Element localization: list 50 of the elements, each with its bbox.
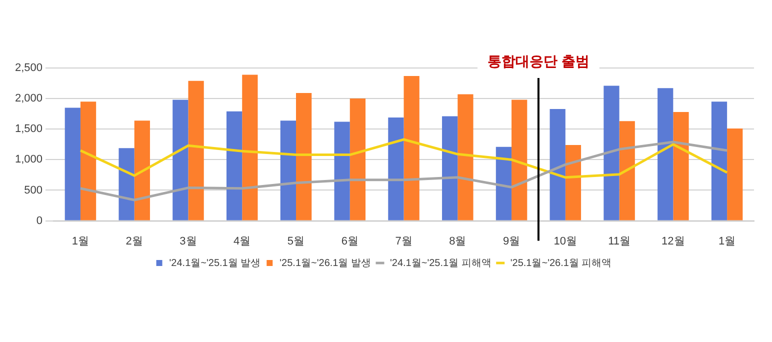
bar [658, 88, 674, 220]
y-tick-label: 0 [36, 214, 43, 227]
x-tick-label: 9월 [502, 235, 520, 248]
bar [727, 128, 743, 220]
y-tick-label: 2,000 [14, 92, 43, 105]
bar [280, 120, 296, 220]
bar [404, 76, 420, 220]
x-tick-label: 12월 [662, 235, 685, 248]
x-tick-label: 1월 [72, 235, 90, 248]
x-tick-label: 5월 [287, 235, 305, 248]
x-tick-label: 3월 [180, 235, 197, 248]
bar [496, 146, 512, 220]
bar [458, 94, 474, 220]
bar [334, 122, 350, 220]
x-tick-label: 2월 [126, 235, 143, 248]
bar [565, 145, 582, 220]
x-tick-label: 7월 [395, 235, 412, 248]
legend-label: '24.1월~'25.1월 피해액 [390, 258, 492, 269]
legend-label: '25.1월~'26.1월 발생 [280, 258, 372, 269]
bar [296, 93, 312, 220]
bar [388, 118, 404, 220]
ref-line-label: 통합대응단 출범 [488, 52, 590, 69]
bar [64, 108, 80, 220]
x-tick-label: 4월 [234, 235, 251, 248]
bar [188, 80, 204, 220]
x-tick-label: 1월 [718, 235, 736, 248]
x-tick-label: 8월 [449, 235, 466, 248]
bar [512, 100, 528, 220]
y-tick-label: 1,000 [14, 154, 43, 166]
x-tick-label: 6월 [341, 235, 358, 248]
x-tick-label: 10월 [554, 235, 578, 248]
bar [619, 121, 635, 220]
bar [711, 102, 728, 220]
bar [226, 111, 242, 220]
bar [673, 112, 689, 220]
legend-label: '24.1월~'25.1월 발생 [169, 258, 261, 269]
y-tick-label: 2,500 [14, 62, 43, 74]
bar [350, 98, 366, 220]
bar [442, 116, 458, 220]
bar [604, 86, 620, 220]
bar [80, 102, 96, 220]
bar [134, 120, 150, 220]
x-tick-label: 11월 [608, 235, 631, 248]
y-tick-label: 500 [24, 184, 43, 196]
legend-label: '25.1월~'26.1월 피해액 [510, 258, 612, 269]
bar [118, 148, 134, 220]
bar [242, 74, 258, 220]
bar [172, 100, 188, 220]
y-tick-label: 1,500 [14, 123, 43, 136]
bar [550, 108, 566, 220]
